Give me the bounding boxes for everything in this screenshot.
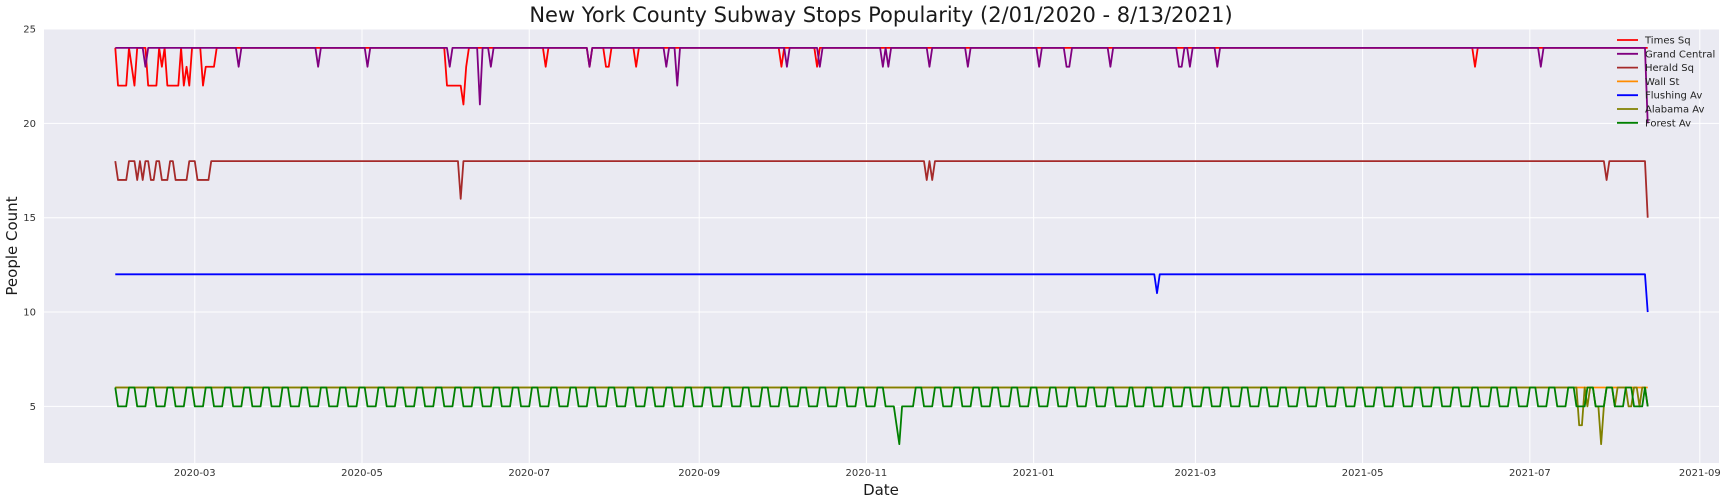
legend-label-wall-st: Wall St xyxy=(1645,77,1679,88)
x-tick-label: 2020-09 xyxy=(678,468,720,479)
plot-area xyxy=(44,29,1719,463)
series-line-grand-central xyxy=(115,46,1649,124)
x-tick-label: 2021-03 xyxy=(1174,468,1216,479)
x-tick-label: 2020-03 xyxy=(174,468,216,479)
legend-label-alabama-av: Alabama Av xyxy=(1645,105,1705,116)
legend-label-times-sq: Times Sq xyxy=(1644,36,1691,47)
y-tick-label: 5 xyxy=(30,402,36,413)
x-tick-label: 2021-01 xyxy=(1013,468,1055,479)
legend-label-grand-central: Grand Central xyxy=(1645,49,1715,60)
y-axis-label: People Count xyxy=(3,196,21,295)
y-tick-label: 25 xyxy=(23,25,36,36)
y-tick-label: 20 xyxy=(23,119,36,130)
series-line-herald-sq xyxy=(114,160,1649,218)
series-line-flushing-av xyxy=(115,273,1649,313)
series-line-forest-av xyxy=(114,386,1649,446)
legend-label-flushing-av: Flushing Av xyxy=(1645,91,1702,102)
tick-labels: 5 10 15 20 25 2020-03 2020-05 2020-07 2020-09 202… xyxy=(23,25,1720,480)
x-tick-label: 2021-05 xyxy=(1342,468,1384,479)
y-tick-label: 15 xyxy=(23,213,36,224)
legend-label-herald-sq: Herald Sq xyxy=(1645,63,1694,74)
x-tick-label: 2020-07 xyxy=(508,468,550,479)
x-tick-label: 2021-09 xyxy=(1679,468,1721,479)
x-tick-label: 2020-11 xyxy=(846,468,888,479)
x-axis-label: Date xyxy=(863,481,899,499)
legend: Times Sq Grand Central Herald Sq Wall St Flu… xyxy=(1617,36,1715,129)
series-layer xyxy=(114,46,1649,446)
x-tick-label: 2021-07 xyxy=(1509,468,1551,479)
x-tick-label: 2020-05 xyxy=(341,468,383,479)
chart-title: New York County Subway Stops Popularity … xyxy=(529,3,1232,27)
y-tick-label: 10 xyxy=(23,308,36,319)
legend-label-forest-av: Forest Av xyxy=(1645,118,1691,129)
